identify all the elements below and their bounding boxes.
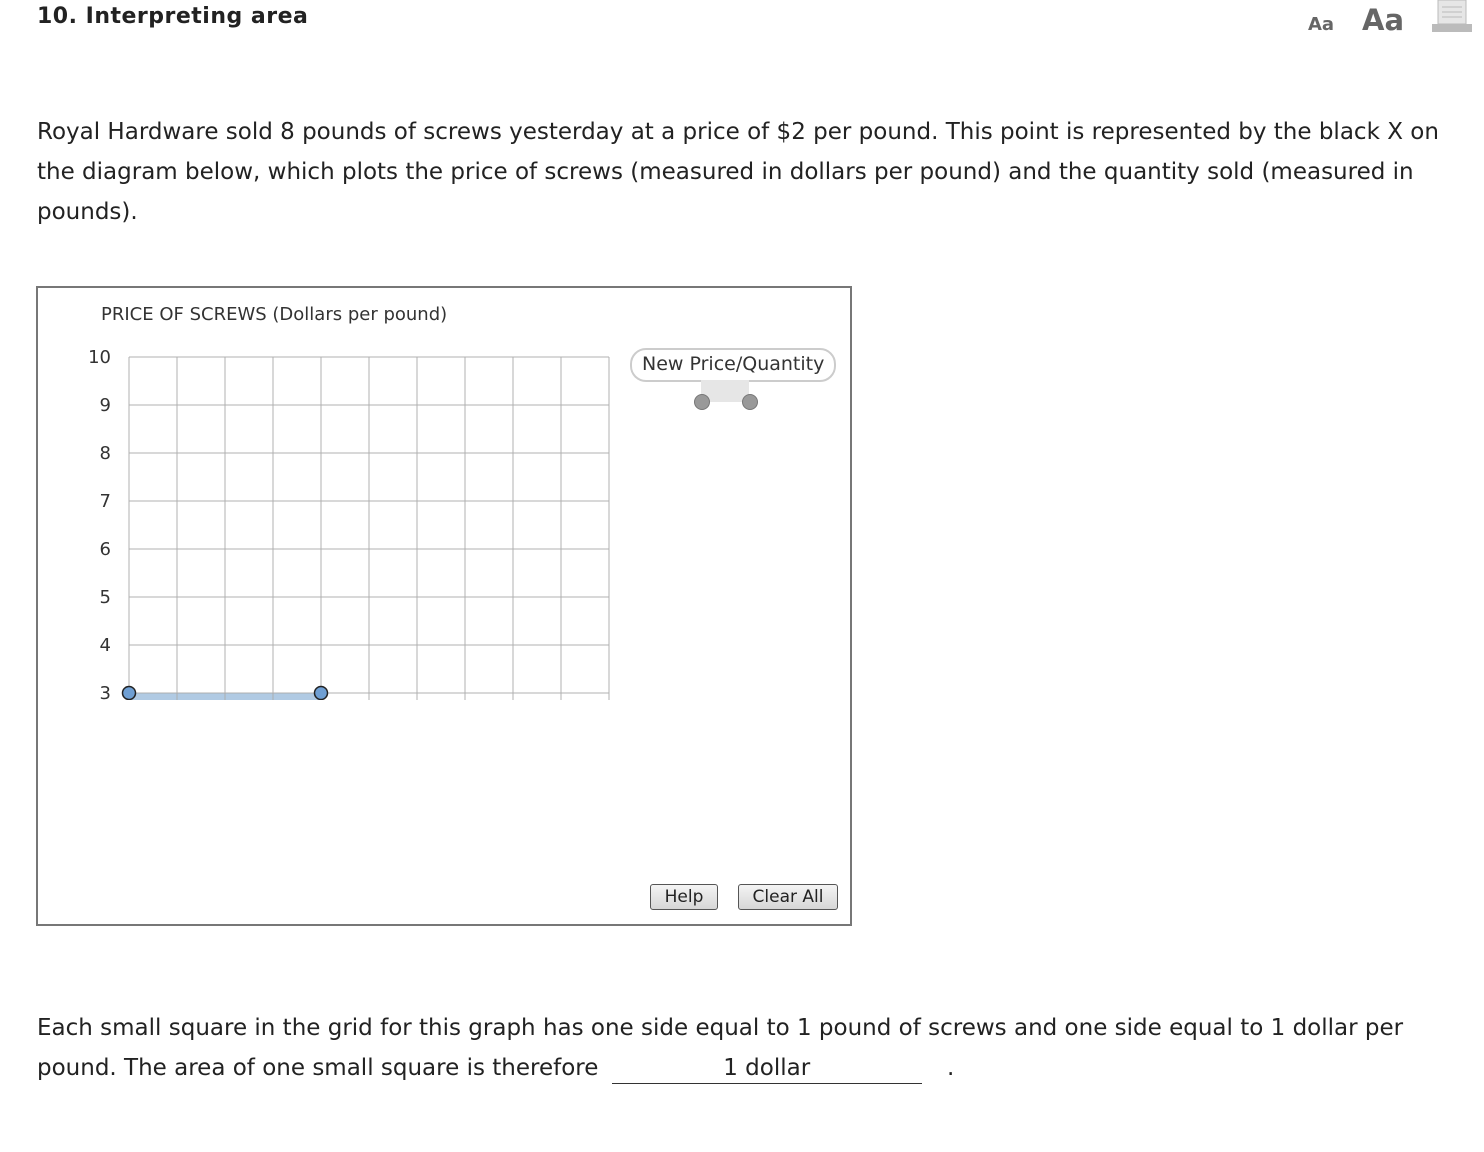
area-chart[interactable]: PRICE OF SCREWS (Dollars per pound)QUANT… <box>0 0 900 700</box>
answer-dropdown[interactable]: 1 dollar <box>611 1053 922 1084</box>
followup-period: . <box>947 1055 955 1081</box>
y-tick-label: 8 <box>100 443 111 464</box>
new-price-quantity-tool[interactable]: New Price/Quantity <box>630 348 837 382</box>
y-tick-label: 5 <box>100 587 111 608</box>
y-tick-label: 9 <box>100 395 111 416</box>
increase-font-button[interactable]: Aa <box>1362 3 1405 37</box>
clear-all-button[interactable]: Clear All <box>738 884 838 910</box>
drag-point[interactable] <box>121 685 137 700</box>
y-tick-label: 10 <box>88 347 111 368</box>
y-tick-label: 6 <box>100 539 111 560</box>
y-tick-label: 4 <box>100 635 111 656</box>
tool-point-left[interactable] <box>694 394 710 410</box>
question-followup: Each small square in the grid for this g… <box>37 1008 1457 1088</box>
question-intro: Royal Hardware sold 8 pounds of screws y… <box>37 119 1439 225</box>
tool-point-right[interactable] <box>742 394 758 410</box>
decrease-font-button[interactable]: Aa <box>1308 14 1335 35</box>
followup-text: Each small square in the grid for this g… <box>37 1015 1404 1081</box>
print-icon[interactable] <box>1432 0 1472 32</box>
y-tick-label: 3 <box>100 683 111 700</box>
help-button[interactable]: Help <box>650 884 718 910</box>
drag-point[interactable] <box>313 685 329 700</box>
graph-panel: PRICE OF SCREWS (Dollars per pound)QUANT… <box>36 286 852 926</box>
y-axis-label: PRICE OF SCREWS (Dollars per pound) <box>101 304 447 325</box>
tool-swatch <box>701 380 749 402</box>
y-tick-label: 7 <box>100 491 111 512</box>
question-title: 10. Interpreting area <box>37 4 309 29</box>
